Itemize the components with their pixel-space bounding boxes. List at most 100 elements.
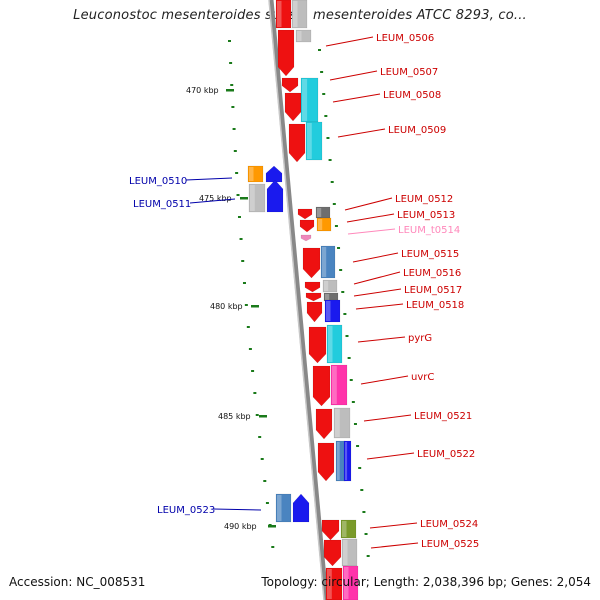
gene-arrow[interactable] [317, 442, 335, 482]
gene-shading [322, 247, 327, 277]
scale-dot [324, 115, 328, 117]
gene-label-pyrg[interactable]: pyrG [408, 333, 432, 344]
gene-arrow[interactable] [292, 493, 310, 523]
scale-dot [228, 40, 231, 42]
gene-leader-line [370, 542, 419, 549]
scale-dot [320, 71, 324, 73]
gene-block[interactable] [320, 245, 336, 279]
scale-dot [356, 445, 360, 447]
gene-shading [318, 219, 323, 230]
gene-shading [324, 281, 329, 291]
scale-dot [260, 458, 264, 460]
gene-arrow[interactable] [284, 92, 302, 122]
scale-dot [328, 159, 332, 161]
gene-arrow[interactable] [321, 519, 340, 541]
scale-dot [263, 480, 267, 482]
gene-block[interactable] [275, 0, 292, 29]
gene-block[interactable] [342, 565, 359, 600]
gene-arrow[interactable] [312, 365, 331, 407]
gene-arrow[interactable] [297, 208, 313, 220]
gene-block[interactable] [247, 165, 264, 183]
scale-label: 480 kbp [210, 302, 243, 311]
gene-arrow[interactable] [304, 281, 321, 293]
gene-label-leum_0525[interactable]: LEUM_0525 [421, 539, 479, 550]
gene-block[interactable] [324, 299, 341, 323]
gene-label-uvrc[interactable]: uvrC [411, 372, 434, 383]
gene-arrow[interactable] [299, 219, 315, 233]
gene-shading [307, 123, 312, 159]
gene-label-leum_0509[interactable]: LEUM_0509 [388, 125, 446, 136]
gene-leader-line [355, 303, 404, 310]
gene-label-leum_0518[interactable]: LEUM_0518 [406, 300, 464, 311]
gene-block[interactable] [343, 440, 352, 482]
gene-label-leum_0506[interactable]: LEUM_0506 [376, 33, 434, 44]
gene-label-leum_0521[interactable]: LEUM_0521 [414, 411, 472, 422]
gene-block[interactable] [322, 279, 338, 293]
gene-shading [250, 185, 255, 211]
gene-block[interactable] [333, 407, 351, 439]
gene-block[interactable] [316, 217, 332, 232]
scale-label: 470 kbp [186, 86, 219, 95]
gene-block[interactable] [291, 0, 308, 29]
gene-label-leum_0517[interactable]: LEUM_0517 [404, 285, 462, 296]
gene-block[interactable] [248, 183, 266, 213]
gene-arrow[interactable] [288, 123, 306, 163]
trna-arrow[interactable] [300, 234, 312, 242]
gene-shading [293, 1, 298, 27]
scale-label: 475 kbp [199, 194, 232, 203]
scale-dot [364, 533, 368, 535]
gene-shading [325, 294, 330, 300]
gene-arrow[interactable] [323, 539, 342, 567]
gene-block[interactable] [330, 364, 348, 406]
gene-label-leum_0507[interactable]: LEUM_0507 [380, 67, 438, 78]
gene-block[interactable] [295, 29, 312, 43]
gene-leader-line [353, 271, 401, 285]
gene-label-leum_0512[interactable]: LEUM_0512 [395, 194, 453, 205]
scale-dot [237, 216, 241, 218]
gene-leader-line [185, 177, 233, 181]
gene-arrow[interactable] [277, 29, 295, 77]
gene-block[interactable] [325, 567, 343, 600]
gene-label-leum_0515[interactable]: LEUM_0515 [401, 249, 459, 260]
scale-dot [229, 62, 233, 64]
gene-label-leum_t0514[interactable]: LEUM_t0514 [398, 225, 460, 236]
gene-leader-line [337, 128, 386, 138]
gene-arrow[interactable] [315, 408, 333, 440]
gene-block[interactable] [275, 493, 292, 523]
gene-block[interactable] [326, 324, 343, 364]
scale-label: 490 kbp [224, 522, 257, 531]
scale-dot [244, 304, 248, 306]
gene-shading [328, 326, 333, 362]
gene-shading [327, 569, 332, 599]
scale-dot [253, 392, 257, 394]
gene-label-leum_0510[interactable]: LEUM_0510 [129, 176, 187, 187]
scale-dot [233, 150, 237, 152]
gene-block[interactable] [340, 519, 357, 539]
gene-leader-line [366, 452, 415, 460]
gene-block[interactable] [305, 121, 323, 161]
gene-arrow[interactable] [302, 247, 321, 279]
gene-arrow[interactable] [266, 179, 284, 213]
gene-label-leum_0513[interactable]: LEUM_0513 [397, 210, 455, 221]
gene-shading [297, 31, 302, 41]
backbone-line [268, 0, 329, 600]
scale-dot [322, 93, 326, 95]
scale-dot [347, 357, 351, 359]
gene-arrow[interactable] [306, 301, 323, 323]
gene-arrow[interactable] [281, 77, 299, 93]
gene-label-leum_0522[interactable]: LEUM_0522 [417, 449, 475, 460]
scale-tick [259, 415, 267, 418]
gene-label-leum_0524[interactable]: LEUM_0524 [420, 519, 478, 530]
gene-label-leum_0516[interactable]: LEUM_0516 [403, 268, 461, 279]
gene-shading [332, 366, 337, 404]
gene-label-leum_0511[interactable]: LEUM_0511 [133, 199, 191, 210]
gene-arrow[interactable] [265, 165, 283, 183]
gene-arrow[interactable] [305, 292, 322, 302]
gene-shading [343, 540, 348, 565]
gene-arrow[interactable] [308, 326, 327, 364]
gene-label-leum_0508[interactable]: LEUM_0508 [383, 90, 441, 101]
scale-dot [366, 555, 370, 557]
gene-label-leum_0523[interactable]: LEUM_0523 [157, 505, 215, 516]
